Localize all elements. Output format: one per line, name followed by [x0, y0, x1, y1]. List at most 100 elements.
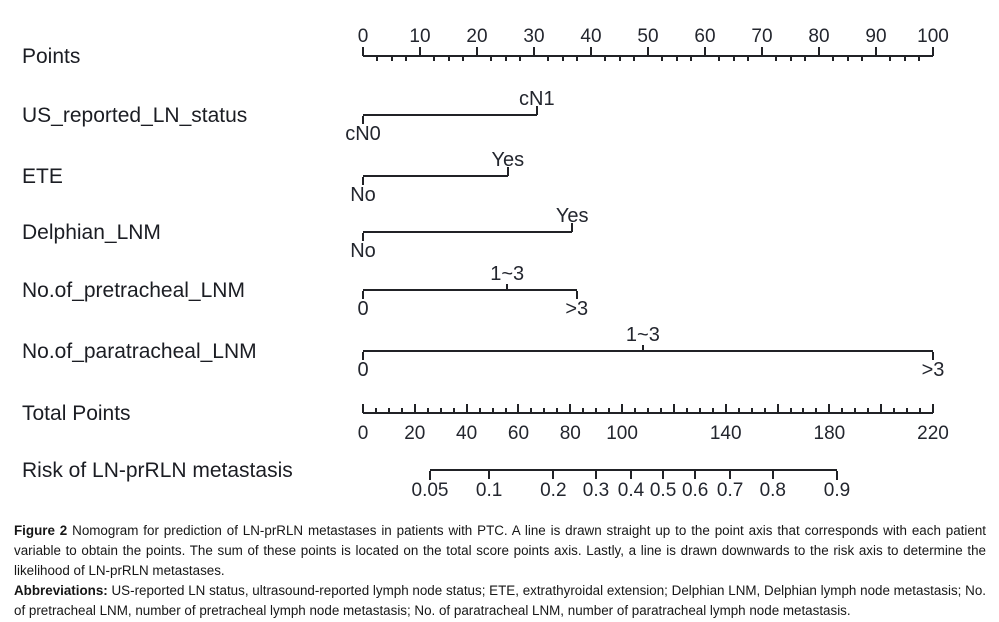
tick-mark	[836, 471, 838, 480]
tick-mark	[880, 404, 883, 413]
tick-mark	[867, 408, 870, 413]
tick-mark	[504, 408, 507, 413]
tick-mark	[561, 57, 564, 61]
tick-mark	[771, 471, 774, 479]
axis-line	[363, 412, 933, 414]
tick-mark	[903, 57, 906, 61]
tick-mark	[704, 47, 706, 56]
tick-mark	[647, 47, 649, 56]
tick-label-points: 70	[751, 26, 773, 47]
tick-label-total-points: 20	[404, 423, 426, 444]
category-label-pretracheal-lnm: 1~3	[490, 263, 525, 285]
risk-tick-label: 0.1	[475, 480, 503, 501]
axis-delphian-lnm: Delphian_LNM No Yes	[22, 205, 589, 261]
tick-mark	[552, 471, 555, 479]
tick-mark	[426, 408, 429, 413]
tick-mark	[490, 57, 493, 61]
tick-mark	[641, 345, 644, 351]
tick-mark	[376, 57, 379, 61]
axis-title-paratracheal-lnm: No.of_paratracheal_LNM	[22, 340, 257, 363]
tick-mark	[439, 408, 442, 413]
tick-mark	[590, 47, 592, 56]
tick-mark	[478, 408, 481, 413]
tick-mark	[647, 408, 649, 413]
tick-label-points: 80	[808, 26, 830, 47]
tick-mark	[698, 408, 701, 413]
axis-line	[363, 114, 537, 116]
risk-tick-label: 0.5	[649, 480, 677, 501]
tick-mark	[718, 57, 721, 61]
category-label-delphian-lnm: Yes	[555, 205, 589, 227]
category-label-ete: Yes	[491, 149, 525, 171]
tick-mark	[775, 57, 778, 61]
tick-mark	[875, 47, 877, 56]
tick-mark	[413, 404, 416, 413]
tick-mark	[906, 408, 909, 413]
tick-mark	[419, 47, 421, 56]
tick-mark	[506, 167, 509, 176]
nomogram-figure: Points 0 10 20 30 40 50 60 70 80 90 100 US_reported_…	[22, 26, 949, 501]
tick-label-total-points: 100	[606, 423, 638, 444]
tick-mark	[685, 408, 688, 413]
category-label-pretracheal-lnm: >3	[565, 298, 589, 320]
axis-risk: Risk of LN-prRLN metastasis 0.05 0.1 0.2 0.3…	[22, 459, 851, 501]
figure-number-label: Figure 2	[14, 523, 68, 538]
tick-mark	[530, 408, 533, 413]
tick-mark	[504, 57, 507, 61]
category-label-us-reported-ln-status: cN1	[519, 88, 555, 110]
axis-line	[363, 231, 573, 233]
abbreviations-label: Abbreviations:	[14, 583, 108, 598]
tick-label-points: 10	[409, 26, 431, 47]
axis-title-ete: ETE	[22, 165, 63, 188]
tick-mark	[571, 223, 574, 232]
tick-mark	[846, 57, 849, 61]
axis-line	[363, 55, 933, 57]
tick-mark	[789, 408, 792, 413]
tick-label-points: 40	[580, 26, 602, 47]
tick-mark	[932, 352, 934, 360]
tick-mark	[362, 47, 364, 56]
tick-mark	[932, 47, 934, 56]
axis-title-points: Points	[22, 45, 81, 68]
axis-us-reported-ln-status: US_reported_LN_status cN0 cN1	[22, 88, 555, 144]
risk-tick-label: 0.05	[411, 480, 449, 501]
axis-title-risk: Risk of LN-prRLN metastasis	[22, 459, 293, 482]
tick-mark	[832, 57, 835, 61]
risk-tick-label: 0.8	[759, 480, 787, 501]
risk-tick-label: 0.6	[681, 480, 709, 501]
tick-mark	[889, 57, 892, 61]
risk-tick-label: 0.9	[823, 480, 851, 501]
tick-mark	[608, 408, 611, 413]
tick-mark	[543, 408, 546, 413]
category-label-paratracheal-lnm: 1~3	[625, 324, 660, 346]
tick-label-points: 100	[917, 26, 949, 47]
tick-mark	[761, 47, 763, 56]
tick-label-total-points: 220	[917, 423, 949, 444]
tick-mark	[675, 57, 678, 61]
tick-mark	[789, 57, 792, 61]
tick-mark	[917, 57, 920, 61]
tick-mark	[595, 471, 597, 479]
tick-mark	[621, 404, 624, 413]
abbreviations-text: US-reported LN status, ultrasound-report…	[14, 583, 986, 618]
tick-mark	[429, 471, 431, 480]
tick-mark	[362, 291, 364, 299]
tick-mark	[737, 408, 740, 413]
tick-label-total-points: 0	[357, 423, 369, 444]
tick-mark	[575, 57, 578, 61]
caption-text: Nomogram for prediction of LN-prRLN meta…	[14, 523, 986, 578]
tick-mark	[556, 408, 559, 413]
tick-mark	[404, 57, 407, 61]
axis-line	[363, 350, 933, 352]
tick-mark	[841, 408, 844, 413]
axis-line	[363, 289, 577, 291]
axis-total-points: Total Points 0 20 40 60 80 100 140 180 220	[22, 403, 949, 444]
category-label-paratracheal-lnm: 0	[357, 359, 369, 381]
tick-mark	[582, 408, 585, 413]
tick-mark	[595, 408, 598, 413]
axis-title-delphian-lnm: Delphian_LNM	[22, 221, 161, 244]
tick-mark	[618, 57, 621, 61]
tick-label-points: 90	[865, 26, 887, 47]
tick-label-total-points: 40	[456, 423, 478, 444]
axis-title-us-reported-ln-status: US_reported_LN_status	[22, 104, 248, 127]
